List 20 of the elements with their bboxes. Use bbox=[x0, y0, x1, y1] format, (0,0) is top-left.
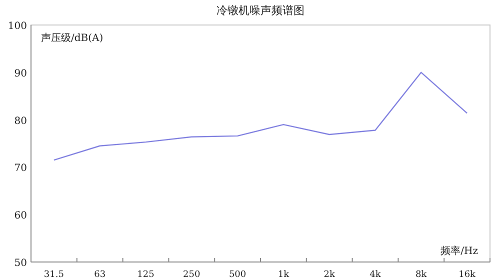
x-tick-label: 4k bbox=[370, 270, 382, 280]
x-tick-label: 63 bbox=[94, 270, 106, 280]
x-tick-label: 250 bbox=[183, 270, 201, 280]
line-series bbox=[53, 72, 468, 161]
x-axis-title: 频率/Hz bbox=[440, 245, 478, 257]
y-tick-label: 80 bbox=[14, 116, 27, 127]
y-tick-label: 60 bbox=[14, 210, 27, 222]
y-tick-label: 100 bbox=[8, 21, 27, 32]
y-axis-title: 声压级/dB(A) bbox=[41, 32, 104, 44]
x-tick-label: 16k bbox=[458, 270, 476, 280]
y-tick-label: 50 bbox=[14, 258, 27, 269]
x-tick-label: 31.5 bbox=[44, 270, 64, 280]
chart-title: 冷镦机噪声频谱图 bbox=[216, 4, 304, 17]
x-tick-label: 1k bbox=[278, 270, 290, 280]
x-tick-label: 8k bbox=[416, 270, 428, 280]
y-tick-label: 70 bbox=[14, 163, 27, 174]
x-tick-label: 2k bbox=[324, 270, 336, 280]
x-tick-label: 125 bbox=[137, 270, 155, 280]
x-tick-label: 500 bbox=[228, 270, 246, 280]
y-tick-label: 90 bbox=[14, 68, 27, 80]
